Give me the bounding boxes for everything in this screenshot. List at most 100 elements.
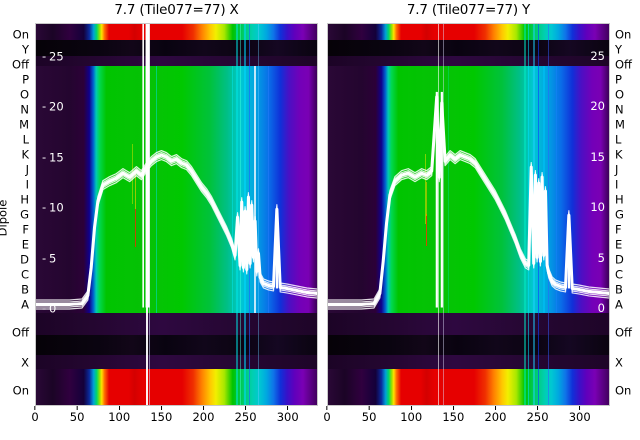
band-off-lower <box>36 335 317 355</box>
category-tick-a-18: A <box>615 297 623 312</box>
inner-tick-dash: - <box>42 301 47 315</box>
category-tick-b-17: B <box>21 282 29 297</box>
heatmap-panel-x[interactable]: -0-5-10-15-20-25 <box>35 23 318 406</box>
category-tick-i-10: I <box>25 177 29 192</box>
band-dipole-main <box>328 66 609 313</box>
category-tick-m-6: M <box>615 117 625 132</box>
streak-cyan-196 <box>524 24 526 405</box>
category-tick-j-9: J <box>615 162 619 177</box>
x-tick-label: 50 <box>361 410 377 424</box>
streak-cyan-215 <box>543 66 545 313</box>
x-tick-mark <box>326 406 328 410</box>
category-tick-y-1: Y <box>615 42 623 57</box>
x-tick-250: 250 <box>235 406 257 424</box>
x-tick-mark <box>202 406 204 410</box>
band-gap <box>36 355 317 369</box>
x-tick-label: 0 <box>31 410 39 424</box>
x-tick-100: 100 <box>108 406 130 424</box>
category-tick-k-8: K <box>21 147 29 162</box>
trace-main-0 <box>328 95 609 307</box>
streak-red-98 <box>426 214 427 246</box>
category-tick-off-19: Off <box>12 325 29 340</box>
inner-tick-label: 25 <box>590 49 605 63</box>
category-tick-on-21: On <box>12 383 29 398</box>
trace-main-0 <box>36 153 317 307</box>
category-tick-j-9: J <box>25 162 29 177</box>
inner-tick-label: 5 <box>597 250 605 265</box>
streak-white-110 <box>438 24 439 405</box>
category-tick-y-1: Y <box>21 42 29 57</box>
x-tick-mark <box>494 406 496 410</box>
category-tick-on-0: On <box>12 27 29 42</box>
category-tick-b-17: B <box>615 282 623 297</box>
panel-title-y: 7.7 (Tile077=77) Y <box>406 2 531 18</box>
streak-amber-99 <box>135 174 136 209</box>
x-tick-label: 300 <box>568 410 591 424</box>
category-tick-f-13: F <box>22 222 29 237</box>
x-tick-label: 150 <box>150 410 173 424</box>
inner-tick-dash: - <box>42 99 47 114</box>
category-tick-c-16: C <box>20 267 29 282</box>
band-off-upper <box>328 56 609 66</box>
category-tick-on-0: On <box>615 27 632 42</box>
category-tick-l-7: L <box>615 132 622 147</box>
inner-y-tick-15: -15 <box>42 151 64 164</box>
right-category-axis: On Y Off P O N M L K J I H G F E D C B A Off X On <box>612 23 640 406</box>
saturated-white-column <box>145 24 150 308</box>
inner-y-tick-10: 10 <box>590 201 605 214</box>
inner-y-tick-20: -20 <box>42 101 64 113</box>
inner-tick-dash: - <box>42 250 47 265</box>
x-tick-mark <box>579 406 581 410</box>
inner-y-tick-25: -25 <box>42 49 64 64</box>
band-y-dark <box>36 40 317 56</box>
x-tick-label: 250 <box>526 410 549 424</box>
band-x-on-bottom <box>36 369 317 405</box>
inner-tick-dash: - <box>42 200 47 215</box>
overlay-trace-y <box>328 91 609 310</box>
x-tick-mark <box>368 406 370 410</box>
x-tick-label: 200 <box>192 410 215 424</box>
band-dipole-main <box>36 66 317 313</box>
x-tick-label: 300 <box>276 410 299 424</box>
x-tick-label: 200 <box>484 410 507 424</box>
category-tick-off-2: Off <box>615 57 632 72</box>
category-tick-off-19: Off <box>615 325 632 340</box>
x-tick-mark <box>160 406 162 410</box>
band-a-lower <box>36 313 317 335</box>
category-tick-l-7: L <box>22 132 29 147</box>
streak-blue-232 <box>268 66 269 313</box>
category-tick-n-5: N <box>615 102 624 117</box>
x-tick-mark <box>76 406 78 410</box>
x-tick-0: 0 <box>31 406 39 424</box>
streak-green-120 <box>448 66 449 313</box>
category-tick-e-14: E <box>615 237 623 252</box>
inner-tick-label: 20 <box>49 99 64 114</box>
band-on-top <box>36 24 317 40</box>
streak-blue-228 <box>556 66 557 313</box>
streak-blue-220 <box>548 24 549 405</box>
inner-tick-label: 20 <box>590 99 605 114</box>
x-tick-200: 200 <box>484 406 506 424</box>
inner-tick-label: 25 <box>49 49 64 64</box>
inner-y-tick-5: 5 <box>597 250 605 265</box>
x-tick-250: 250 <box>527 406 549 424</box>
category-tick-on-21: On <box>615 383 632 398</box>
x-tick-50: 50 <box>361 406 377 424</box>
x-tick-label: 50 <box>69 410 85 424</box>
x-tick-0: 0 <box>323 406 331 424</box>
x-tick-label: 100 <box>108 410 131 424</box>
category-tick-h-11: H <box>615 192 624 207</box>
band-off-upper <box>36 56 317 66</box>
heatmap-panel-y[interactable]: 0 5 10 15 20 25 <box>327 23 610 406</box>
x-tick-100: 100 <box>400 406 422 424</box>
streak-blue-222 <box>258 24 259 405</box>
inner-y-tick-0: 0 <box>597 301 605 315</box>
trace-ghost-0 <box>328 91 609 301</box>
inner-tick-label: 0 <box>597 301 605 315</box>
streak-red-99 <box>135 209 136 247</box>
inner-y-tick-20: 20 <box>590 101 605 113</box>
left-category-axis: On Y Off P O N M L K J I H G F E D C B A Off X On <box>0 23 32 406</box>
trace-ghost-3 <box>328 100 609 310</box>
category-tick-d-15: D <box>615 252 624 267</box>
